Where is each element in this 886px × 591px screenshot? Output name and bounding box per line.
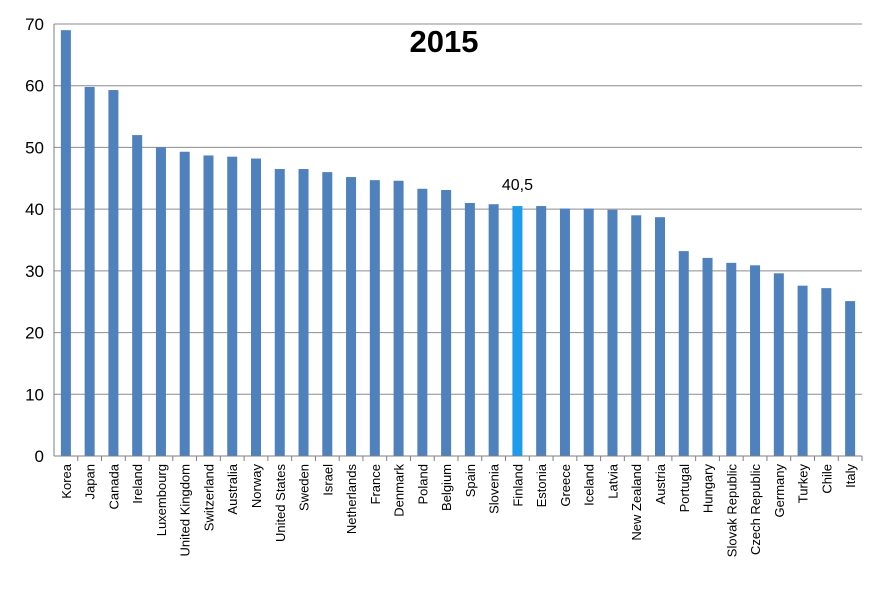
bar-ireland [132,135,143,457]
x-tick-label: New Zealand [629,464,644,541]
data-label-finland: 40,5 [502,177,533,194]
bar-portugal [678,251,689,456]
bar-germany [773,273,784,456]
y-tick-label: 50 [25,138,44,157]
x-tick-label: Netherlands [344,464,359,535]
bar-australia [227,156,238,456]
y-tick-label: 10 [25,385,44,404]
bar-finland [512,206,523,456]
x-tick-label: Greece [558,464,573,507]
x-tick-label: Chile [819,464,834,494]
x-tick-label: Slovenia [487,463,502,514]
x-tick-label: Germany [772,464,787,518]
bar-italy [845,301,856,456]
x-tick-label: United Kingdom [178,464,193,557]
bar-poland [417,188,428,456]
x-tick-label: Poland [415,464,430,504]
bar-belgium [441,190,452,457]
x-tick-label: Portugal [677,464,692,513]
x-tick-label: Spain [463,464,478,497]
x-tick-label: Switzerland [201,464,216,531]
x-tick-label: Italy [843,464,858,488]
bar-greece [559,208,570,456]
bar-iceland [583,208,594,456]
axes [53,24,863,461]
x-tick-label: Canada [106,463,121,509]
x-tick-label: Korea [59,463,74,498]
x-tick-labels: Korea Japan Canada Ireland Luxembourg United … [59,463,858,557]
x-tick-label: Finland [510,464,525,507]
bar-japan [84,86,95,456]
x-tick-label: Austria [653,463,668,504]
x-tick-label: Turkey [796,464,811,504]
y-tick-label: 20 [25,324,44,343]
bar-spain [464,202,475,456]
x-tick-label: Denmark [392,464,407,517]
x-tick-label: Australia [225,463,240,514]
y-tick-labels: 0 10 20 30 40 50 60 70 [25,15,44,466]
x-tick-label: Israel [320,464,335,496]
bar-slovak-republic [726,262,737,456]
bar-estonia [536,206,547,456]
bar-norway [251,158,261,456]
x-tick-label: France [368,464,383,504]
x-tick-label: Iceland [582,464,597,506]
bar-france [369,180,380,456]
bar-united-states [274,169,285,456]
x-tick-label: Latvia [605,463,620,498]
y-tick-label: 30 [25,262,44,281]
y-tick-label: 40 [25,200,44,219]
bar-hungary [702,257,713,456]
y-tick-label: 60 [25,77,44,96]
gridlines [54,23,862,395]
x-tick-label: Norway [249,464,264,509]
bar-chile [821,288,832,456]
chart-title: 2015 [410,24,479,59]
x-tick-label: Belgium [439,464,454,511]
x-tick-label: Hungary [701,464,716,514]
y-tick-label: 70 [25,15,44,34]
bar-united-kingdom [179,151,190,456]
bar-switzerland [203,155,214,457]
x-tick-label: Slovak Republic [724,464,739,558]
bars [60,30,856,457]
bar-canada [108,90,119,456]
bar-slovenia [488,204,499,456]
bar-sweden [298,169,309,456]
bar-netherlands [346,177,357,456]
bar-czech-republic [750,265,761,456]
x-tick-label: Japan [83,464,98,499]
y-tick-label: 0 [35,447,44,466]
bar-korea [60,30,71,457]
bar-new-zealand [631,215,642,456]
bar-austria [655,217,665,456]
x-tick-label: Luxembourg [154,464,169,536]
x-tick-label: Ireland [130,464,145,504]
bar-luxembourg [155,147,166,456]
bar-latvia [607,209,618,456]
x-tick-label: Sweden [297,464,312,511]
x-tick-label: Estonia [534,463,549,507]
bar-turkey [797,285,808,456]
x-tick-label: Czech Republic [748,464,763,556]
x-tick-label: United States [273,464,288,543]
bar-israel [322,172,333,456]
bar-denmark [393,180,404,457]
